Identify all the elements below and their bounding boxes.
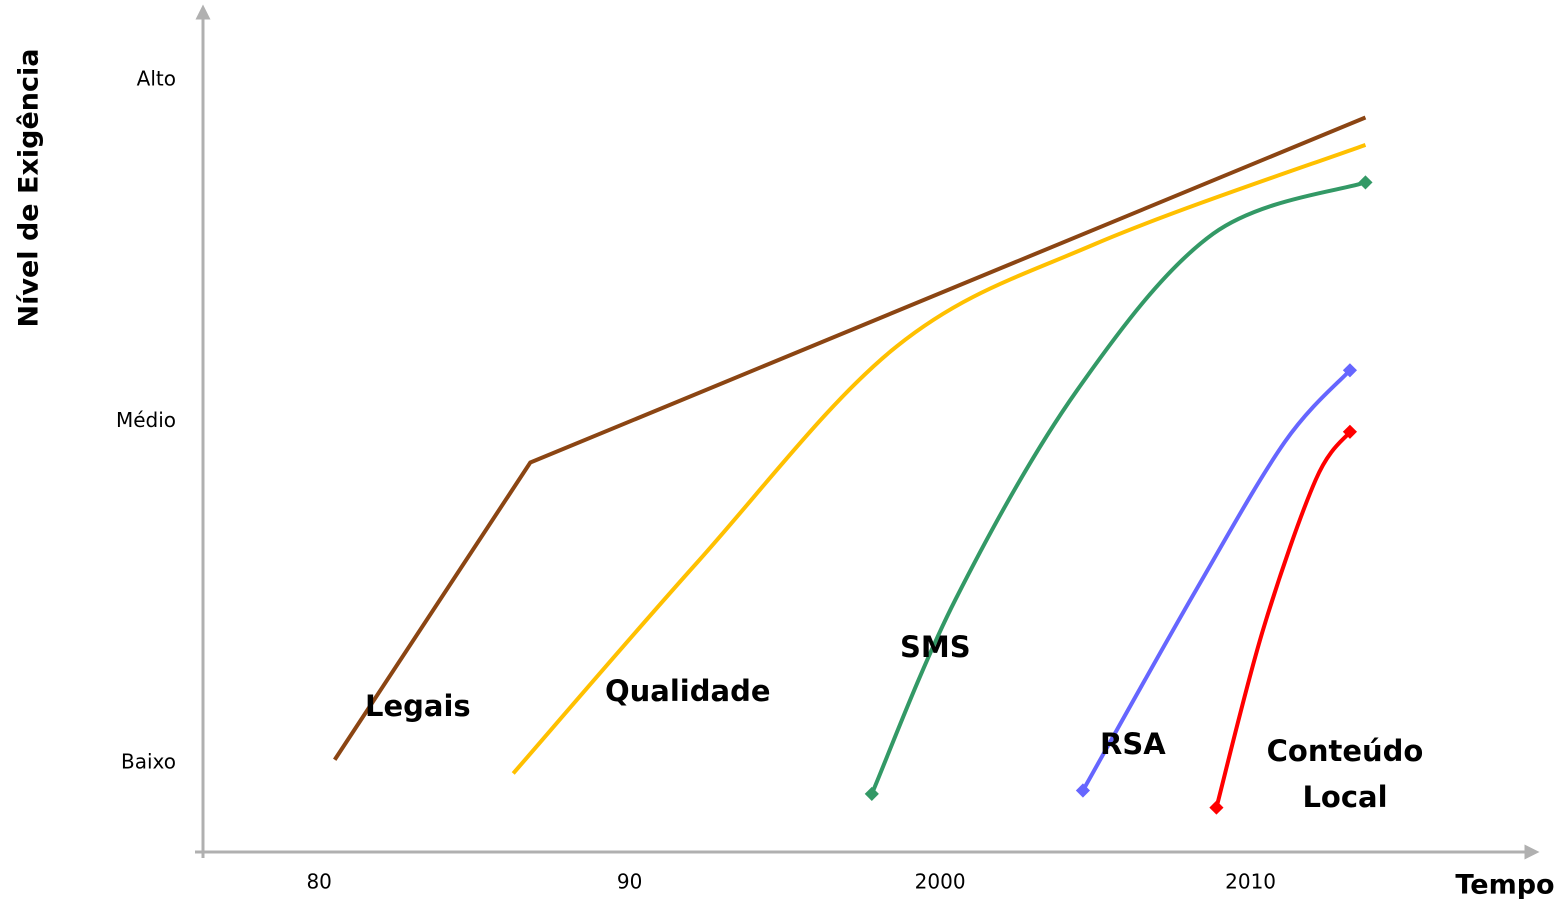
- series-line: [1081, 368, 1352, 792]
- series-line: [333, 115, 1367, 761]
- x-tick-label: 90: [617, 870, 642, 894]
- x-tick-label: 80: [306, 870, 331, 894]
- series-label: Qualidade: [605, 674, 771, 708]
- end-marker: [1358, 175, 1373, 190]
- series-label: SMS: [900, 630, 971, 664]
- series-line: [869, 180, 1367, 795]
- end-marker: [1075, 783, 1091, 798]
- x-tick-label: 2000: [915, 870, 966, 894]
- series-label: RSA: [1100, 727, 1166, 761]
- series-label: Conteúdo Local: [1266, 734, 1424, 814]
- y-tick-label: Médio: [116, 408, 176, 432]
- y-tick-label: Alto: [137, 66, 176, 90]
- end-marker: [1342, 363, 1358, 378]
- series-line: [1214, 430, 1352, 809]
- series-line: [511, 142, 1367, 775]
- x-axis-title: Tempo: [1455, 870, 1554, 901]
- end-marker: [864, 786, 879, 801]
- series-label: Legais: [365, 689, 471, 723]
- end-marker: [1342, 424, 1358, 439]
- x-tick-label: 2010: [1225, 870, 1276, 894]
- end-marker: [1209, 800, 1224, 815]
- y-tick-label: Baixo: [121, 750, 176, 774]
- y-axis-title: Nível de Exigência: [14, 49, 45, 328]
